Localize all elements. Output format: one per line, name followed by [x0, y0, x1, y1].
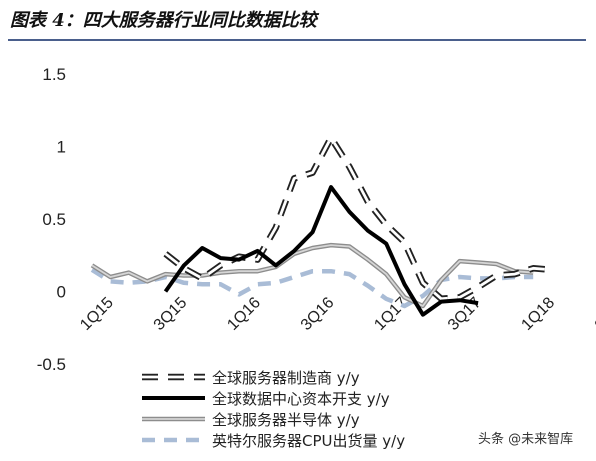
y-tick-label: 1 — [57, 138, 66, 157]
x-tick-label: 3Q18 — [592, 294, 596, 334]
series-lines — [90, 134, 552, 317]
series-path — [163, 185, 479, 317]
x-tick-label: 1Q15 — [77, 294, 117, 334]
series-path — [164, 136, 552, 301]
series-line-0 — [163, 134, 552, 303]
figure-title: 图表 4：四大服务器行业同比数据比较 — [10, 10, 317, 31]
series-line-1 — [163, 185, 479, 317]
x-tick-label: 3Q16 — [298, 294, 338, 334]
chart-legend: 全球服务器制造商 y/y 全球数据中心资本开支 y/y 全球服务器半导体 y/y 英特… — [142, 369, 405, 450]
y-axis-tick-labels: -0.5 0 0.5 1 1.5 — [37, 65, 66, 374]
watermark: 头条 @未来智库 — [472, 426, 580, 449]
legend-item: 全球服务器半导体 y/y — [142, 411, 360, 429]
legend-item: 全球数据中心资本开支 y/y — [142, 390, 390, 408]
legend-label: 全球服务器制造商 y/y — [212, 369, 360, 387]
series-line-3 — [90, 267, 534, 309]
legend-label: 全球数据中心资本开支 y/y — [212, 390, 390, 408]
y-tick-label: 0 — [57, 283, 66, 302]
series-path — [90, 267, 534, 309]
x-tick-label: 1Q16 — [224, 294, 264, 334]
title-rule — [8, 39, 586, 41]
legend-item: 英特尔服务器CPU出货量 y/y — [142, 432, 405, 450]
y-tick-label: 0.5 — [42, 210, 66, 229]
x-tick-label: 1Q18 — [518, 294, 558, 334]
series-path — [91, 244, 534, 307]
y-tick-label: -0.5 — [37, 355, 66, 374]
x-tick-label: 3Q15 — [151, 294, 191, 334]
series-line-2 — [90, 242, 534, 309]
legend-item: 全球服务器制造商 y/y — [142, 369, 360, 387]
legend-label: 全球服务器半导体 y/y — [212, 411, 360, 429]
y-tick-label: 1.5 — [42, 65, 66, 84]
x-axis-tick-labels: 1Q153Q151Q163Q161Q173Q171Q183Q181Q193Q19… — [77, 294, 596, 334]
legend-label: 英特尔服务器CPU出货量 y/y — [212, 432, 405, 450]
